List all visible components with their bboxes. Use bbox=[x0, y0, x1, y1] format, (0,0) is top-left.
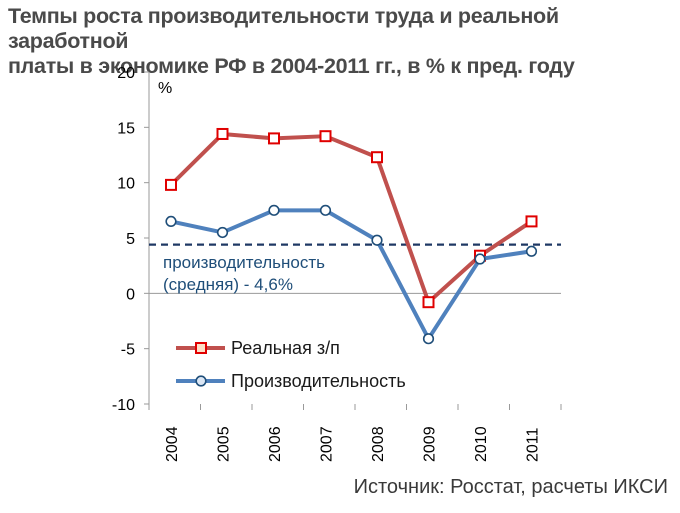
y-tick-label: -10 bbox=[112, 397, 135, 414]
series-real-wage bbox=[165, 127, 538, 309]
axes: 20 15 10 5 0 -5 -10% 2004 2005 2006 2007 2008 2009 20… bbox=[112, 65, 562, 462]
x-tick-label: 2004 bbox=[164, 426, 181, 462]
x-tick-label: 2010 bbox=[473, 426, 490, 462]
x-tick-label: 2009 bbox=[422, 426, 439, 462]
data-point-circle bbox=[371, 234, 383, 246]
data-point-circle bbox=[165, 215, 177, 227]
data-point-circle bbox=[216, 226, 229, 239]
data-point-square bbox=[319, 130, 332, 143]
series-layer bbox=[165, 127, 538, 345]
y-tick-label: -5 bbox=[121, 342, 135, 359]
data-point-square bbox=[216, 127, 229, 140]
data-point-square bbox=[371, 151, 383, 164]
data-point-circle bbox=[525, 245, 538, 257]
legend-marker-square bbox=[195, 342, 207, 354]
series-productivity bbox=[165, 204, 538, 345]
chart-title: Темпы роста производительности труда и р… bbox=[8, 4, 673, 79]
data-point-circle bbox=[268, 204, 280, 216]
data-point-square bbox=[525, 215, 538, 228]
reference-label-line2: (средняя) - 4,6% bbox=[163, 275, 293, 294]
y-tick-label: 20 bbox=[117, 65, 135, 82]
x-tick-label: 2011 bbox=[525, 427, 542, 462]
y-tick-label: 10 bbox=[117, 176, 135, 193]
y-tick-label: 15 bbox=[117, 120, 135, 137]
chart-title-line1: Темпы роста производительности труда и р… bbox=[8, 4, 559, 53]
data-point-circle bbox=[319, 204, 332, 216]
data-point-circle bbox=[422, 333, 435, 345]
series-line bbox=[169, 131, 534, 305]
legend-marker-circle bbox=[195, 375, 207, 387]
y-tick-label: 0 bbox=[126, 286, 135, 303]
legend-label: Реальная з/п bbox=[231, 338, 340, 358]
data-point-square bbox=[422, 296, 435, 309]
series-line bbox=[169, 208, 534, 341]
legend: Реальная з/п Производительность bbox=[176, 338, 406, 391]
x-tick-label: 2007 bbox=[319, 426, 336, 462]
data-point-square bbox=[268, 132, 280, 145]
chart-title-line2: платы в экономике РФ в 2004-2011 гг., в … bbox=[8, 54, 575, 78]
x-tick-label: 2006 bbox=[267, 426, 284, 462]
reference-label-line1: производительность bbox=[163, 253, 325, 272]
data-point-circle bbox=[474, 253, 486, 265]
legend-label: Производительность bbox=[231, 371, 406, 391]
data-point-square bbox=[165, 178, 177, 191]
reference-line: производительность (средняя) - 4,6% bbox=[149, 243, 561, 294]
y-tick-label: 5 bbox=[126, 231, 135, 248]
x-tick-label: 2005 bbox=[216, 426, 233, 462]
y-axis-label: % bbox=[158, 80, 172, 97]
x-tick-label: 2008 bbox=[370, 426, 387, 462]
source-note: Источник: Росстат, расчеты ИКСИ bbox=[353, 476, 668, 498]
